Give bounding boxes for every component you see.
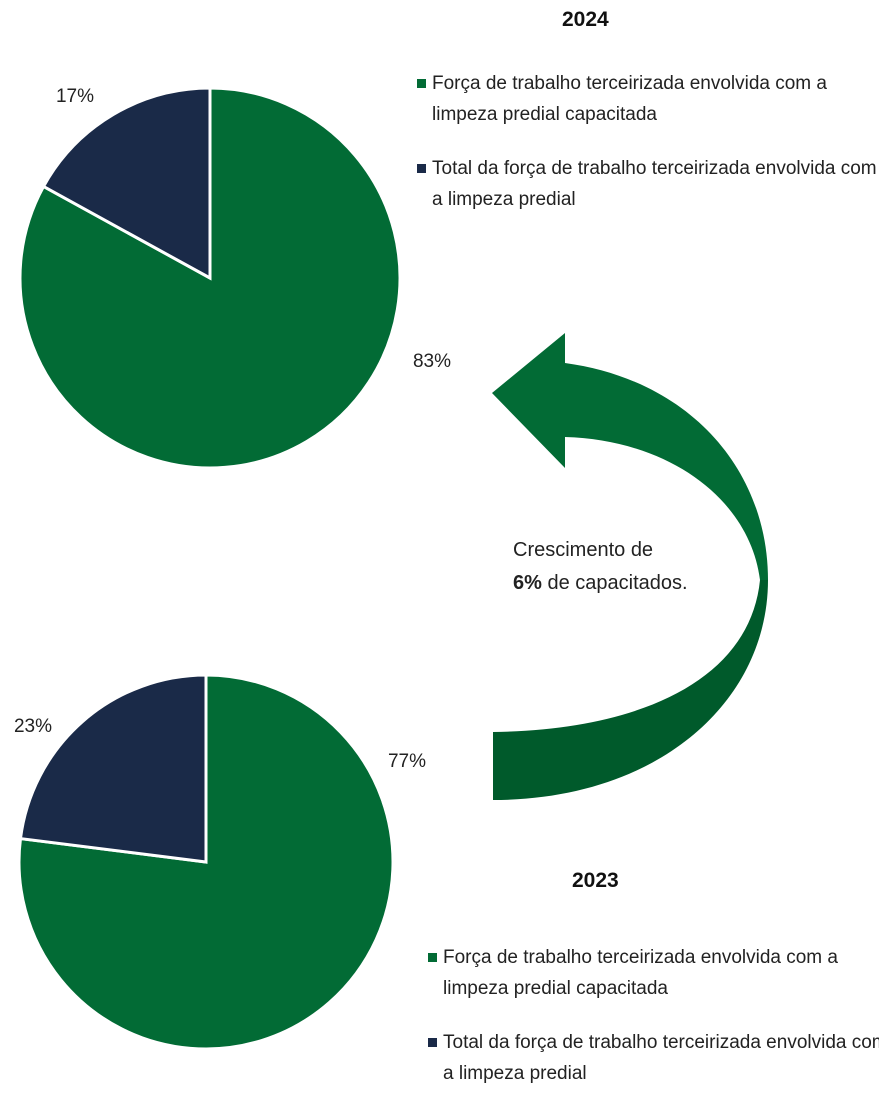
chart-title: 2024 xyxy=(562,8,609,31)
legend-label: Força de trabalho terceirizada envolvida… xyxy=(432,73,827,125)
legend-item: Total da força de trabalho terceirizada … xyxy=(417,153,879,215)
annotation: Crescimento de 6% de capacitados. xyxy=(513,534,688,600)
legend-swatch xyxy=(428,1038,437,1047)
annotation-bold: 6% xyxy=(513,572,542,594)
annotation-text: Crescimento de xyxy=(513,539,654,561)
chart-title: 2023 xyxy=(572,869,619,892)
data-label: 17% xyxy=(56,86,94,107)
annotation-text: de capacitados. xyxy=(547,572,688,594)
data-label: 23% xyxy=(14,716,52,737)
data-label: 77% xyxy=(388,751,426,772)
legend-item: Força de trabalho terceirizada envolvida… xyxy=(417,68,879,130)
page: 83% 17% 77% 23% 2024 2023 Força de trabalho… xyxy=(13,8,879,1084)
arrow-top xyxy=(492,333,768,580)
chart: 83% 17% 77% 23% xyxy=(14,86,768,1051)
legend-item: Força de trabalho terceirizada envolvida… xyxy=(428,942,879,1004)
legend-swatch xyxy=(428,953,437,962)
legend-swatch xyxy=(417,164,426,173)
pie-slice xyxy=(18,673,208,864)
legend-label: Total da força de trabalho terceirizada … xyxy=(443,1032,879,1084)
pie-slice xyxy=(41,86,212,281)
legend-swatch xyxy=(417,79,426,88)
arrow-bottom xyxy=(493,580,768,800)
legend-item: Total da força de trabalho terceirizada … xyxy=(428,1027,879,1089)
legend-label: Total da força de trabalho terceirizada … xyxy=(432,158,877,210)
legend-label: Força de trabalho terceirizada envolvida… xyxy=(443,947,838,999)
legend: Força de trabalho terceirizada envolvida… xyxy=(417,68,879,238)
legend: Força de trabalho terceirizada envolvida… xyxy=(428,942,879,1112)
data-label: 83% xyxy=(413,351,451,372)
